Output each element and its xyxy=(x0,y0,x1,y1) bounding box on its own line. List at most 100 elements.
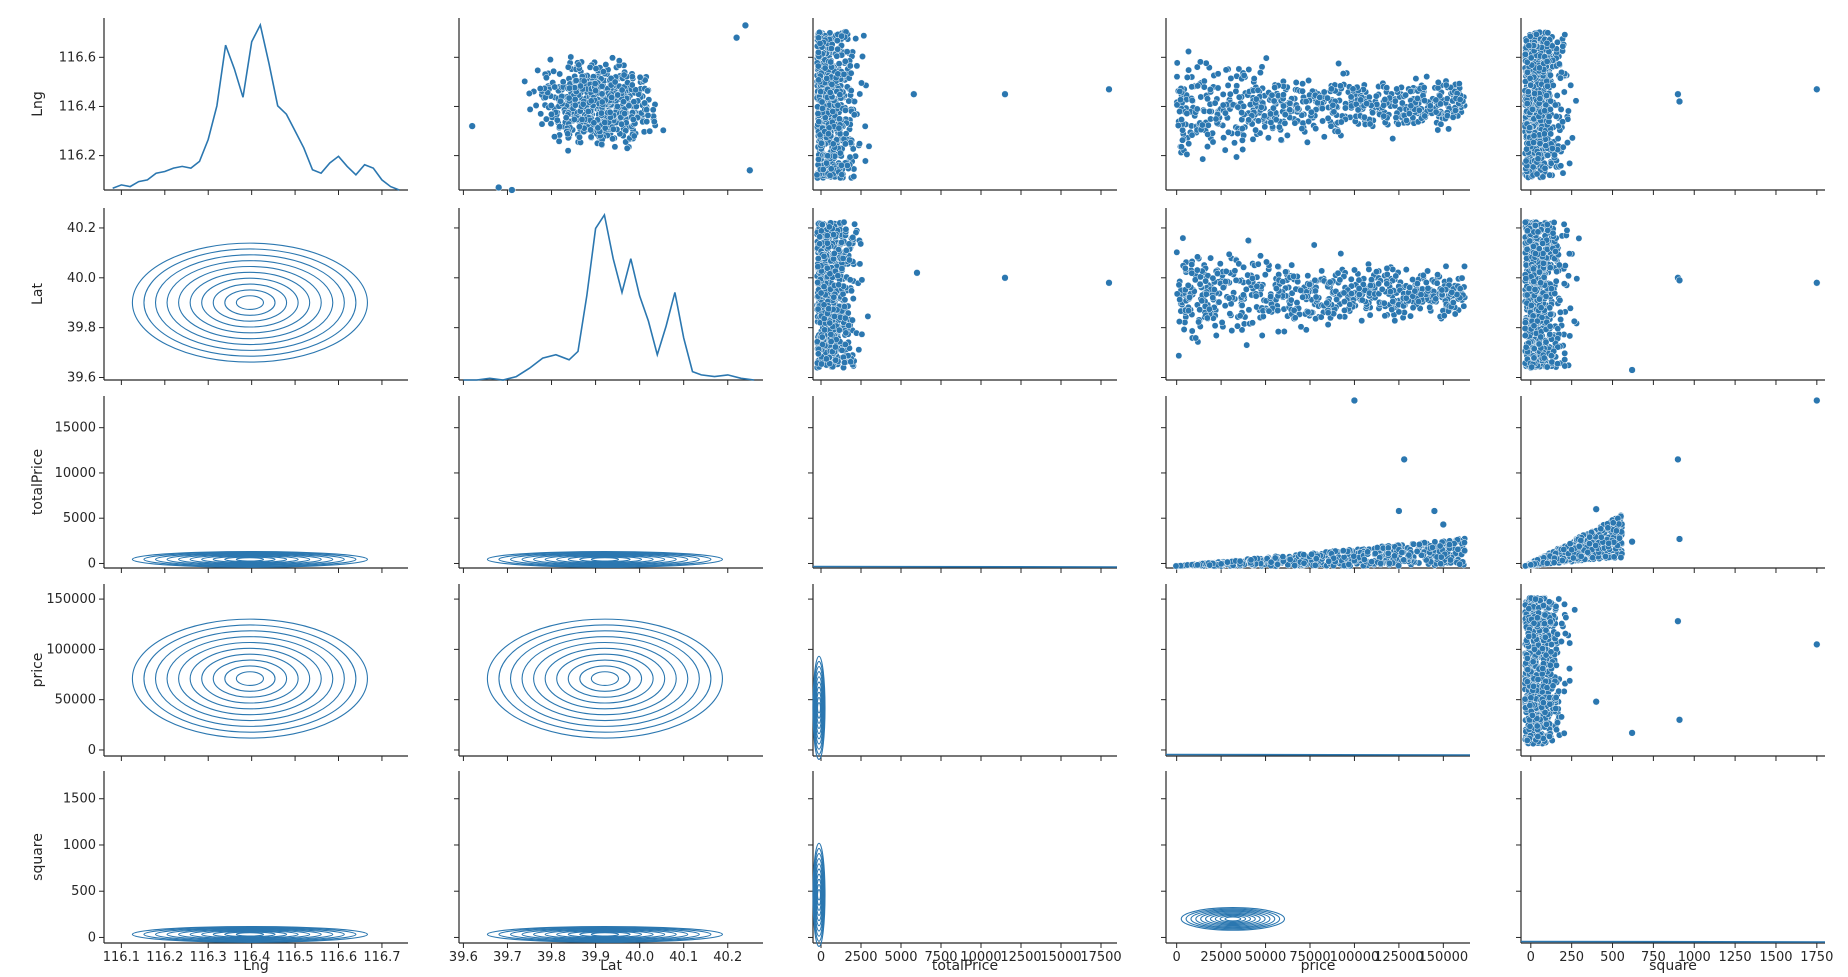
scatter-point xyxy=(1555,261,1563,269)
scatter-point-outlier xyxy=(1675,276,1684,284)
scatter-point xyxy=(1540,130,1548,138)
scatter-point xyxy=(1287,296,1295,304)
scatter-point xyxy=(1225,250,1233,258)
scatter-point xyxy=(836,115,843,123)
scatter-point xyxy=(1262,54,1270,62)
scatter-point xyxy=(592,87,600,95)
scatter-point xyxy=(1219,101,1227,109)
scatter-point xyxy=(562,114,570,122)
scatter-point xyxy=(584,108,592,115)
scatter-point xyxy=(1299,293,1307,301)
scatter-point xyxy=(1534,155,1542,163)
scatter-point-outlier xyxy=(495,183,503,192)
scatter-point-outlier xyxy=(1813,85,1821,93)
scatter-point xyxy=(1358,317,1366,325)
scatter-point xyxy=(1565,250,1573,258)
scatter-point xyxy=(1554,325,1562,333)
scatter-point xyxy=(1527,81,1535,89)
scatter-point xyxy=(818,98,826,106)
scatter-point xyxy=(1563,226,1571,234)
scatter-point xyxy=(824,130,832,138)
scatter-point xyxy=(1544,29,1552,37)
scatter-point xyxy=(1409,276,1417,284)
scatter-point xyxy=(855,346,863,354)
y-tick-label: 10000 xyxy=(55,466,96,481)
scatter-point xyxy=(1372,92,1380,100)
scatter-point xyxy=(858,79,865,87)
scatter-point xyxy=(841,296,849,304)
scatter-point xyxy=(1522,343,1530,351)
scatter-point xyxy=(1240,263,1248,271)
scatter-point xyxy=(1565,272,1572,280)
scatter-point xyxy=(1280,328,1288,335)
panel-Lng-vs-totalPrice xyxy=(808,18,1117,195)
scatter-point xyxy=(849,295,857,303)
scatter-point xyxy=(1419,271,1427,279)
scatter-point xyxy=(1523,245,1531,253)
scatter-point xyxy=(1523,145,1531,153)
scatter-point xyxy=(1347,275,1355,283)
scatter-point xyxy=(814,255,822,263)
panel-totalPrice-vs-price xyxy=(1161,396,1470,573)
scatter-point xyxy=(1402,266,1410,274)
scatter-point xyxy=(838,265,846,273)
scatter-point xyxy=(618,86,626,94)
scatter-point xyxy=(1340,289,1348,297)
scatter-points-Lng-vs-Lat xyxy=(468,21,754,194)
scatter-point xyxy=(1243,341,1251,349)
scatter-point xyxy=(565,94,573,102)
scatter-point xyxy=(1532,30,1540,38)
scatter-point-outlier xyxy=(913,269,921,277)
scatter-point xyxy=(570,115,578,123)
scatter-point xyxy=(841,57,849,65)
scatter-point xyxy=(843,162,851,169)
scatter-point xyxy=(1530,139,1538,146)
scatter-point xyxy=(1543,363,1551,371)
scatter-point xyxy=(1197,93,1205,101)
scatter-point xyxy=(1198,297,1206,305)
scatter-points-Lat-vs-totalPrice xyxy=(813,218,1113,372)
scatter-point xyxy=(1393,85,1401,93)
scatter-point xyxy=(1188,261,1196,268)
scatter-point xyxy=(1319,117,1327,125)
scatter-point xyxy=(834,272,842,280)
scatter-point xyxy=(1557,316,1565,323)
scatter-point xyxy=(845,322,853,329)
scatter-point xyxy=(1323,299,1331,307)
scatter-point xyxy=(1188,269,1196,277)
scatter-point xyxy=(1554,360,1562,368)
scatter-point xyxy=(1366,120,1374,128)
scatter-point xyxy=(556,123,564,131)
scatter-point xyxy=(1225,294,1233,302)
scatter-point xyxy=(1178,116,1185,124)
scatter-point xyxy=(1420,84,1428,92)
scatter-point xyxy=(1380,101,1388,109)
scatter-point xyxy=(1442,262,1450,270)
kde-contour xyxy=(154,254,345,351)
scatter-point xyxy=(1297,286,1305,294)
scatter-point xyxy=(1204,121,1212,129)
scatter-point xyxy=(831,343,839,351)
scatter-point xyxy=(846,276,854,284)
scatter-point xyxy=(1291,119,1299,127)
scatter-point xyxy=(1575,234,1583,242)
scatter-point xyxy=(567,53,575,61)
scatter-point xyxy=(835,281,843,289)
kde-curve-Lat xyxy=(463,212,755,381)
scatter-point xyxy=(1337,118,1345,126)
kde-curve-Lng xyxy=(112,22,400,191)
scatter-point xyxy=(1214,70,1222,78)
y-tick-label: 116.4 xyxy=(59,99,96,114)
scatter-point xyxy=(831,312,838,320)
scatter-point xyxy=(1551,151,1558,159)
scatter-point xyxy=(1407,312,1414,320)
scatter-point xyxy=(858,276,866,284)
scatter-point xyxy=(1204,143,1211,151)
scatter-point xyxy=(1179,136,1186,144)
scatter-point xyxy=(1337,250,1345,258)
scatter-point xyxy=(1524,227,1531,235)
scatter-point xyxy=(851,98,858,105)
scatter-point xyxy=(1411,287,1419,295)
scatter-point xyxy=(1349,85,1357,93)
scatter-point xyxy=(556,70,564,78)
